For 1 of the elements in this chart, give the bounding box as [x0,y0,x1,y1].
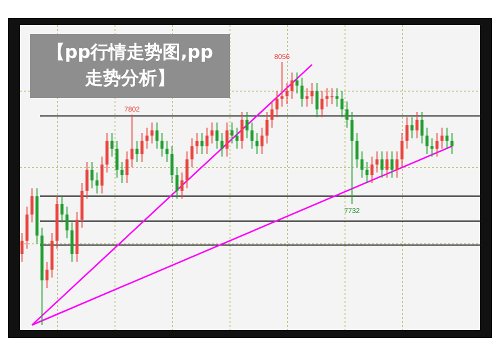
chart-title: 【pp行情走势图,pp走势分析】 [30,34,230,98]
